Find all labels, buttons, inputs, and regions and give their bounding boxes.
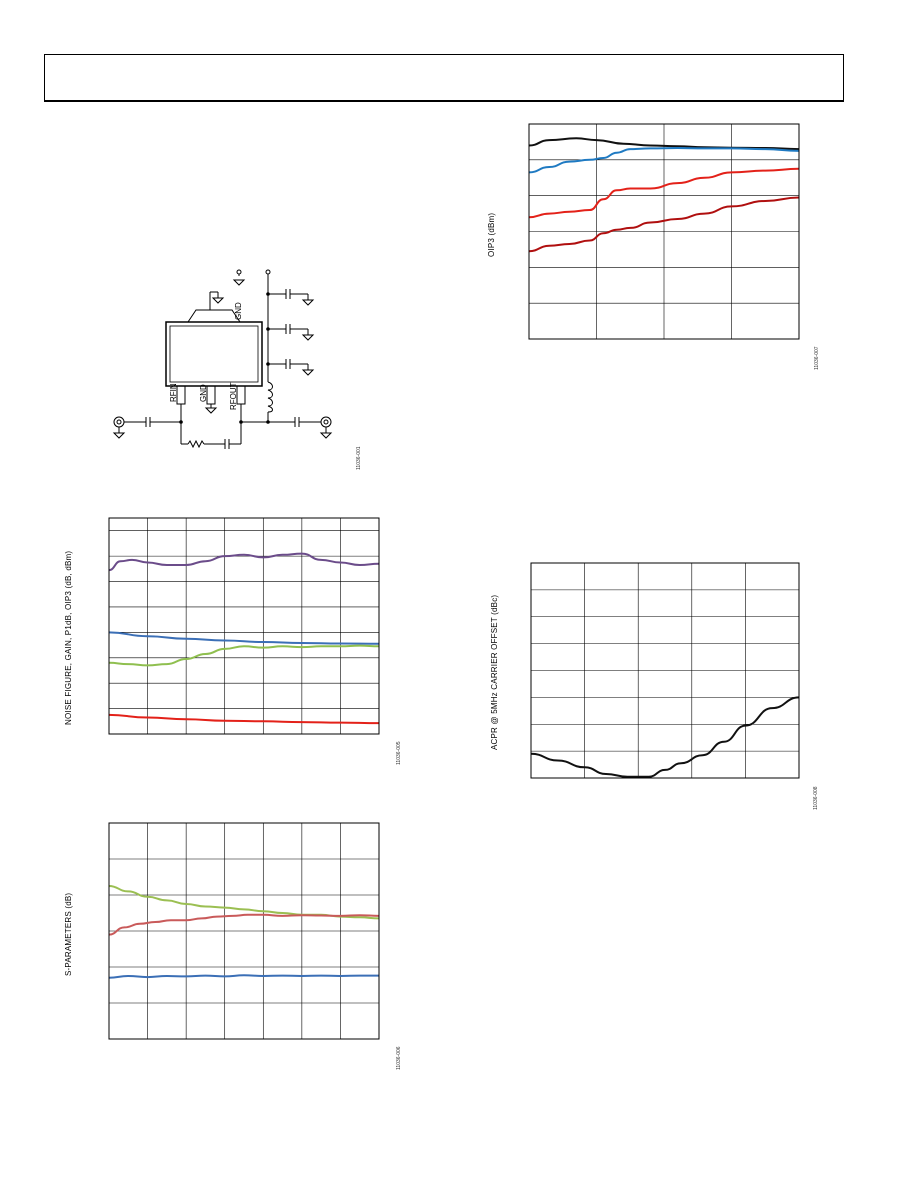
series-line-oip3-2 bbox=[528, 146, 800, 174]
bias-inductor bbox=[267, 381, 273, 413]
vcc-right-terminal bbox=[265, 269, 271, 275]
lead-gnd-symbol bbox=[204, 407, 218, 414]
series-line-oip3-3 bbox=[528, 167, 800, 219]
figure-id-schematic: 11036-001 bbox=[356, 446, 362, 470]
series-line-nf-gain-3 bbox=[108, 644, 380, 667]
feedback-resistor bbox=[187, 439, 205, 449]
series-line-nf-gain-1 bbox=[108, 552, 380, 572]
y-axis-label-nf-gain: NOISE FIGURE, GAIN, P1dB, OIP3 (dB, dBm) bbox=[64, 550, 73, 725]
pin-label-rfin: RFIN bbox=[169, 383, 178, 402]
chart-sparams bbox=[108, 822, 380, 1040]
figure-id-sparams: 11036-006 bbox=[396, 1046, 402, 1070]
plot-frame bbox=[108, 517, 380, 735]
chart-acpr bbox=[530, 562, 800, 779]
chart-sparams-svg bbox=[108, 822, 380, 1040]
package-body bbox=[165, 321, 263, 387]
series-line-nf-gain-2 bbox=[108, 631, 380, 645]
figure-id-nf-gain: 11036-005 bbox=[396, 741, 402, 765]
lead-rfin bbox=[176, 385, 186, 405]
schematic-figure: RFIN GND RFOUT GND bbox=[100, 262, 380, 482]
y-axis-label-sparams: S-PARAMETERS (dB) bbox=[64, 892, 73, 976]
series-line-sparams-1 bbox=[108, 885, 380, 920]
plot-frame bbox=[108, 822, 380, 1040]
plot-frame bbox=[530, 562, 800, 779]
series-line-oip3-4 bbox=[528, 196, 800, 253]
series-line-nf-gain-4 bbox=[108, 713, 380, 725]
series-line-sparams-2 bbox=[108, 913, 380, 936]
chart-nf-gain bbox=[108, 517, 380, 735]
figure-id-acpr: 11036-008 bbox=[813, 786, 819, 810]
pin-label-gnd-tab: GND bbox=[234, 302, 243, 320]
chart-oip3 bbox=[528, 123, 800, 340]
chart-acpr-svg bbox=[530, 562, 800, 779]
gnd-left-symbol bbox=[232, 279, 246, 286]
page-header-box bbox=[44, 54, 844, 102]
lead-gnd bbox=[206, 385, 216, 405]
plot-frame bbox=[528, 123, 800, 340]
schematic-svg: RFIN GND RFOUT GND bbox=[112, 269, 333, 449]
chart-oip3-svg bbox=[528, 123, 800, 340]
tab-gnd-symbol bbox=[211, 297, 225, 304]
series-line-sparams-3 bbox=[108, 974, 379, 979]
vcc-left-terminal bbox=[236, 269, 242, 275]
package-inner bbox=[169, 325, 259, 383]
series-line-acpr-1 bbox=[530, 696, 800, 778]
package-tab bbox=[187, 309, 241, 323]
figure-id-oip3: 11036-007 bbox=[814, 346, 820, 370]
lead-rfout bbox=[236, 385, 246, 405]
rfout-connector bbox=[320, 416, 332, 428]
y-axis-label-oip3: OIP3 (dBm) bbox=[487, 212, 496, 257]
pin-label-gnd: GND bbox=[199, 384, 208, 402]
pin-label-rfout: RFOUT bbox=[229, 382, 238, 410]
y-axis-label-acpr: ACPR @ 5MHz CARRIER OFFSET (dBc) bbox=[490, 594, 499, 750]
chart-nf-gain-svg bbox=[108, 517, 380, 735]
rfin-connector bbox=[113, 416, 125, 428]
